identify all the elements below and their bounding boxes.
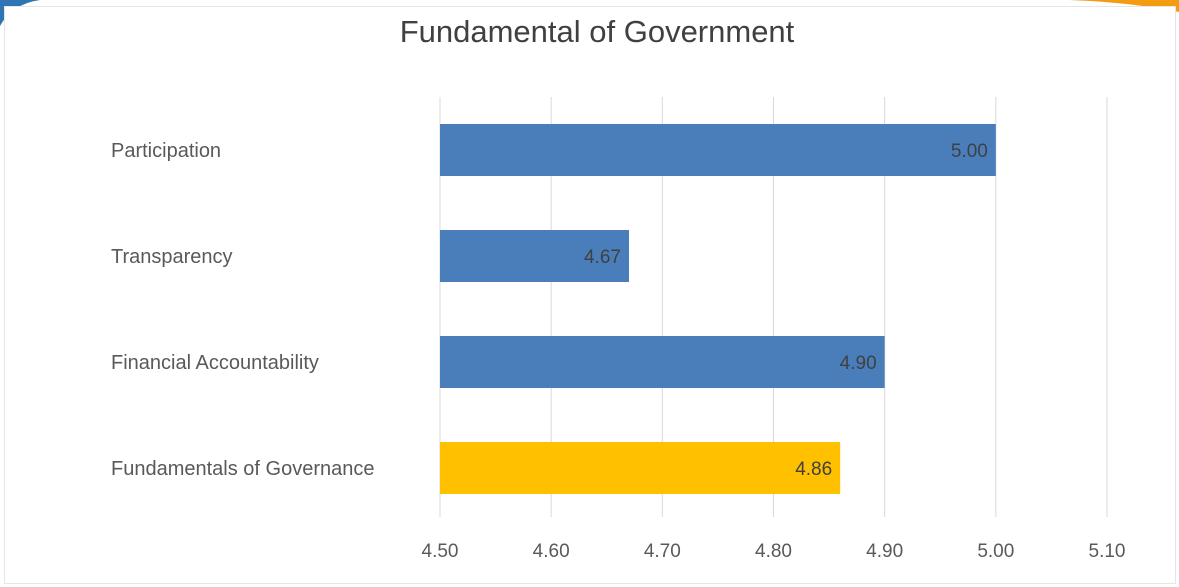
x-tick-label: 4.50 bbox=[422, 541, 459, 562]
bar bbox=[440, 230, 629, 282]
bar-chart: Fundamental of Government 5.004.674.904.… bbox=[111, 14, 1126, 562]
category-label: Financial Accountability bbox=[111, 352, 319, 374]
x-tick-label: 4.70 bbox=[644, 541, 681, 562]
category-labels: Participation Transparency Financial Accou… bbox=[111, 140, 375, 480]
x-tick-label: 4.60 bbox=[533, 541, 570, 562]
category-label: Fundamentals of Governance bbox=[111, 458, 375, 480]
data-label: 4.86 bbox=[795, 459, 832, 480]
right-corner-accent bbox=[1069, 0, 1179, 12]
x-tick-label: 5.00 bbox=[977, 541, 1014, 562]
x-tick-label: 5.10 bbox=[1089, 541, 1126, 562]
category-label: Participation bbox=[111, 140, 221, 162]
bars: 5.00 4.67 4.90 4.86 bbox=[440, 124, 996, 494]
category-label: Transparency bbox=[111, 246, 233, 268]
x-axis-tick-labels: 4.50 4.60 4.70 4.80 4.90 5.00 5.10 bbox=[422, 541, 1126, 562]
bar bbox=[440, 124, 996, 176]
bar bbox=[440, 336, 885, 388]
x-tick-label: 4.80 bbox=[755, 541, 792, 562]
data-label: 4.90 bbox=[840, 353, 877, 374]
chart-title: Fundamental of Government bbox=[400, 14, 795, 49]
data-label: 5.00 bbox=[951, 141, 988, 162]
x-tick-label: 4.90 bbox=[866, 541, 903, 562]
chart-area: Fundamental of Government 5.00 4.67 4.90 4.… bbox=[4, 6, 1176, 584]
bar bbox=[440, 442, 841, 494]
data-label: 4.67 bbox=[584, 247, 621, 268]
